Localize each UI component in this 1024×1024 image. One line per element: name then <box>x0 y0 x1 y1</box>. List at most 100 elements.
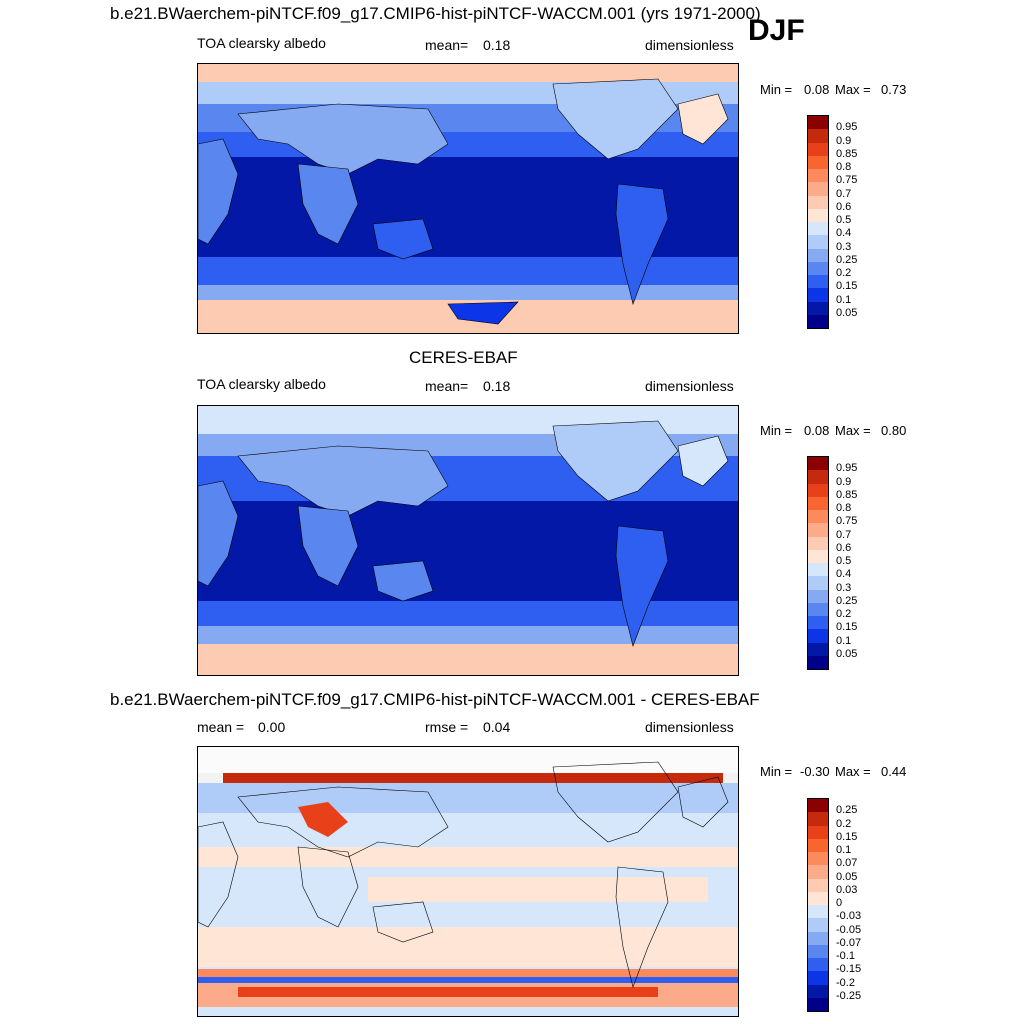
panel2-variable: TOA clearsky albedo <box>197 376 326 392</box>
colorbar-label: 0.25 <box>836 594 858 607</box>
panel2-min-value: 0.08 <box>804 423 830 438</box>
colorbar-swatch <box>808 208 828 222</box>
colorbar-label: 0.75 <box>836 174 858 187</box>
colorbar-swatch <box>808 470 828 484</box>
colorbar-label: 0.15 <box>836 280 858 293</box>
colorbar-swatch <box>808 536 828 550</box>
colorbar-label: 0.85 <box>836 488 858 501</box>
colorbar-swatch <box>808 288 828 302</box>
colorbar-label: -0.07 <box>836 936 862 949</box>
colorbar-label: 0.85 <box>836 147 858 160</box>
panel2-max-value: 0.80 <box>881 423 907 438</box>
colorbar-swatch <box>808 155 828 169</box>
colorbar-swatch <box>808 838 828 852</box>
colorbar-label: 0.6 <box>836 541 852 554</box>
colorbar-swatch <box>808 655 828 669</box>
colorbar-swatch <box>808 248 828 262</box>
colorbar-swatch <box>808 931 828 945</box>
panel3-max-label: Max = <box>835 764 871 779</box>
colorbar-swatch <box>808 549 828 563</box>
colorbar-label: -0.03 <box>836 910 862 923</box>
panel2-max-label: Max = <box>835 423 871 438</box>
colorbar-swatch <box>808 563 828 577</box>
colorbar-swatch <box>808 799 828 813</box>
panel1-units: dimensionless <box>645 37 734 53</box>
colorbar-label: 0.3 <box>836 240 852 253</box>
colorbar-label: -0.2 <box>836 976 855 989</box>
colorbar-swatch <box>808 261 828 275</box>
colorbar-swatch <box>808 642 828 656</box>
panel2-colorbar <box>807 456 829 670</box>
colorbar-label: -0.25 <box>836 989 862 1002</box>
colorbar-label: 0.95 <box>836 121 858 134</box>
colorbar-label: 0.95 <box>836 462 858 475</box>
panel3-colorbar <box>807 798 829 1012</box>
colorbar-label: 0.15 <box>836 830 858 843</box>
colorbar-swatch <box>808 918 828 932</box>
colorbar-swatch <box>808 222 828 236</box>
panel3-min-value: -0.30 <box>800 764 830 779</box>
colorbar-label: 0.9 <box>836 475 852 488</box>
colorbar-swatch <box>808 195 828 209</box>
colorbar-swatch <box>808 616 828 630</box>
colorbar-label: 0.25 <box>836 253 858 266</box>
colorbar-swatch <box>808 235 828 249</box>
colorbar-label: 0.03 <box>836 883 858 896</box>
panel2-map <box>197 405 739 676</box>
colorbar-label: -0.15 <box>836 963 862 976</box>
colorbar-label: 0.1 <box>836 293 852 306</box>
colorbar-swatch <box>808 496 828 510</box>
colorbar-swatch <box>808 852 828 866</box>
colorbar-label: 0.3 <box>836 581 852 594</box>
colorbar-label: -0.1 <box>836 950 855 962</box>
panel2-min-label: Min = <box>760 423 793 438</box>
main-title: b.e21.BWaerchem-piNTCF.f09_g17.CMIP6-his… <box>110 4 761 23</box>
panel3-mean-label: mean = <box>197 719 245 735</box>
panel1-min-value: 0.08 <box>804 82 830 97</box>
colorbar-label: 0.7 <box>836 528 852 541</box>
colorbar-swatch <box>808 905 828 919</box>
colorbar-swatch <box>808 812 828 826</box>
colorbar-swatch <box>808 878 828 892</box>
panel3-mean-value: 0.00 <box>258 719 286 735</box>
colorbar-label: 0.75 <box>836 515 858 528</box>
colorbar-swatch <box>808 169 828 183</box>
colorbar-label: 0.2 <box>836 608 852 620</box>
colorbar-label: 0.4 <box>836 227 852 240</box>
colorbar-swatch <box>808 510 828 524</box>
panel1-map <box>197 63 739 334</box>
panel3-rmse-label: rmse = <box>425 719 469 735</box>
panel3-title: b.e21.BWaerchem-piNTCF.f09_g17.CMIP6-his… <box>110 690 760 709</box>
colorbar-label: 0.15 <box>836 621 858 634</box>
colorbar-label: 0.2 <box>836 267 852 279</box>
panel2-title: CERES-EBAF <box>409 348 518 367</box>
colorbar-swatch <box>808 116 828 130</box>
colorbar-label: 0.1 <box>836 634 852 647</box>
colorbar-label: 0.9 <box>836 134 852 147</box>
colorbar-swatch <box>808 129 828 143</box>
colorbar-label: 0 <box>836 897 843 909</box>
colorbar-swatch <box>808 275 828 289</box>
colorbar-label: 0.8 <box>836 502 852 514</box>
panel1-min-label: Min = <box>760 82 793 97</box>
panel2-mean-value: 0.18 <box>483 378 511 394</box>
colorbar-label: 0.07 <box>836 857 858 870</box>
colorbar-label: 0.1 <box>836 844 852 856</box>
panel3-rmse-value: 0.04 <box>483 719 511 735</box>
colorbar-swatch <box>808 997 828 1011</box>
panel3-map <box>197 746 739 1017</box>
panel2-units: dimensionless <box>645 378 734 394</box>
colorbar-label: 0.5 <box>836 214 852 226</box>
panel1-max-label: Max = <box>835 82 871 97</box>
panel3-max-value: 0.44 <box>881 764 907 779</box>
panel2-mean-label: mean= <box>425 378 469 394</box>
colorbar-label: 0.05 <box>836 306 858 319</box>
colorbar-swatch <box>808 182 828 196</box>
colorbar-swatch <box>808 865 828 879</box>
panel1-variable: TOA clearsky albedo <box>197 35 326 51</box>
colorbar-swatch <box>808 142 828 156</box>
season-label: DJF <box>748 14 805 47</box>
colorbar-label: 0.25 <box>836 804 858 817</box>
colorbar-swatch <box>808 629 828 643</box>
colorbar-swatch <box>808 301 828 315</box>
